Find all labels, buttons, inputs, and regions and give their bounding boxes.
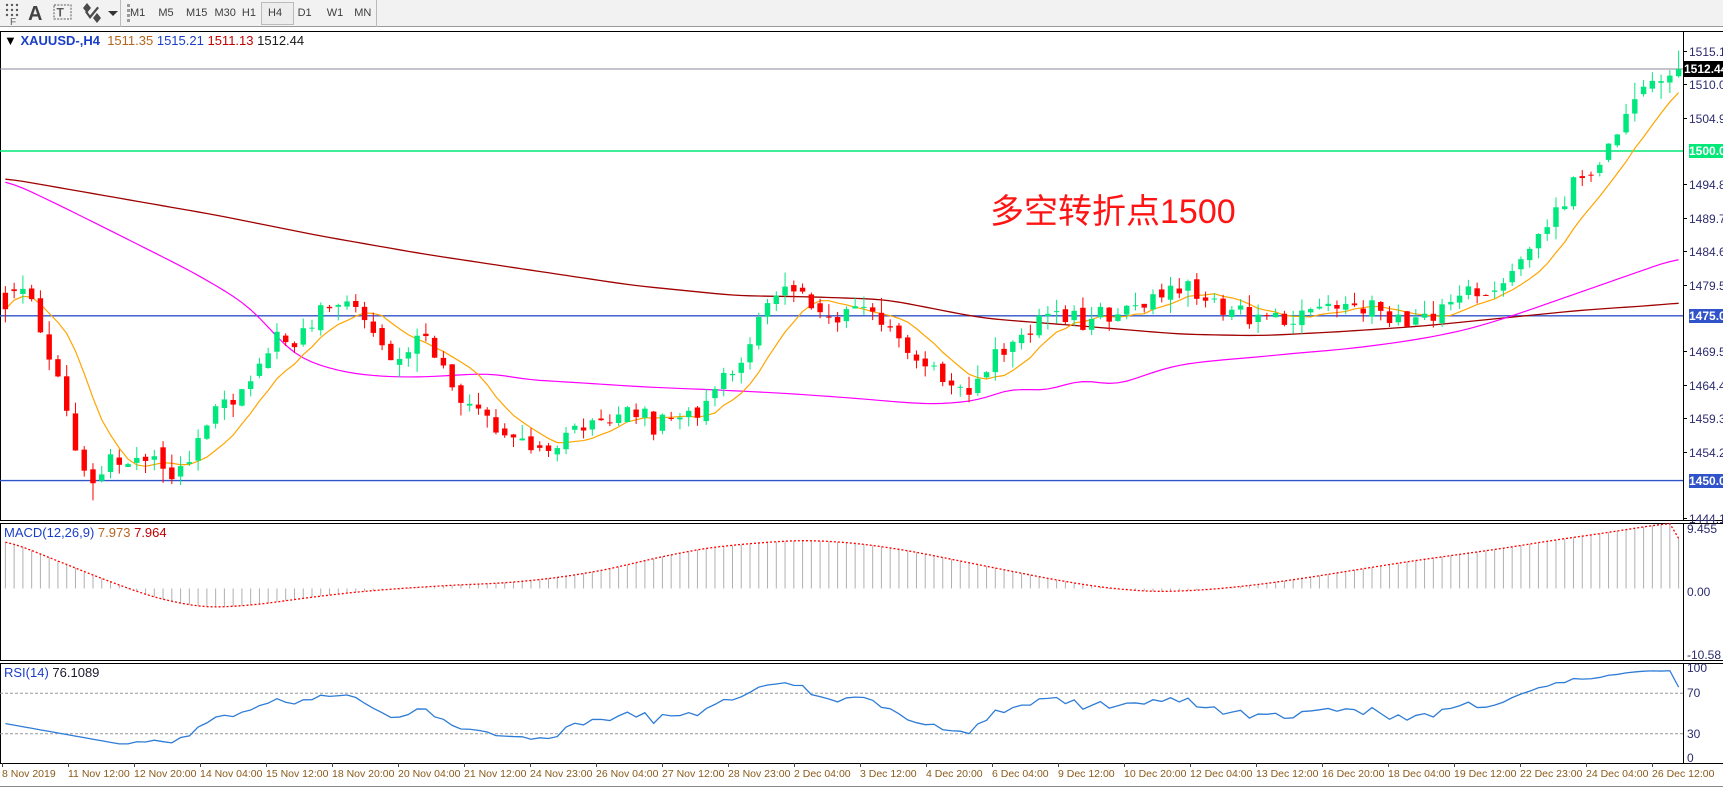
svg-text:F: F <box>10 17 16 26</box>
svg-text:T: T <box>57 6 65 20</box>
